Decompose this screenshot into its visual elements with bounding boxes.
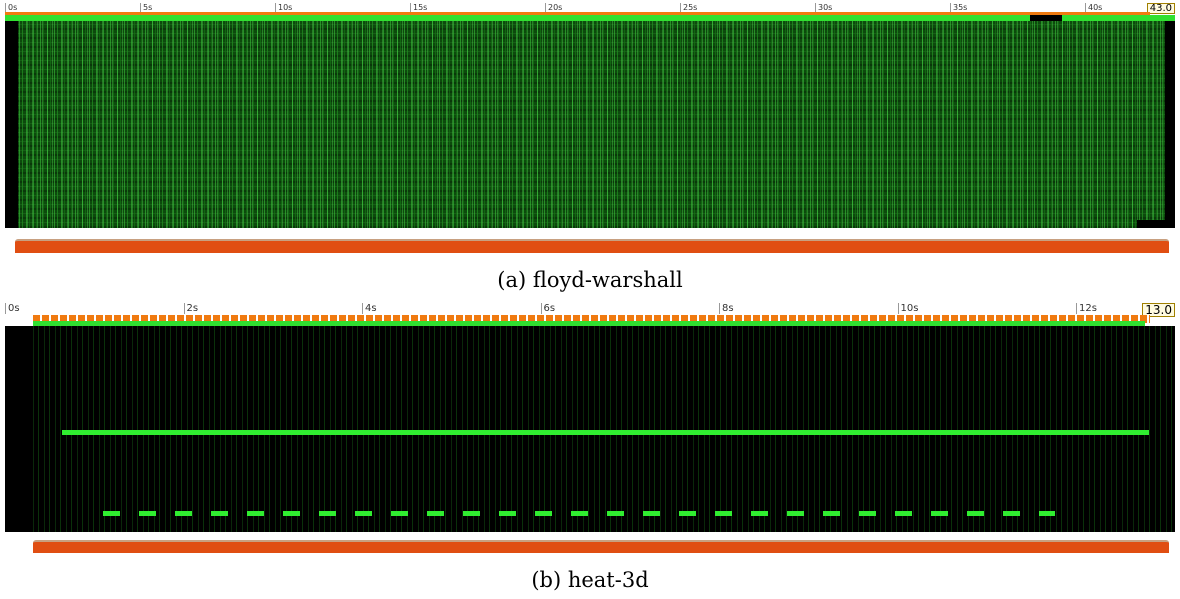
left-margin	[5, 21, 18, 228]
heatmap	[5, 15, 1175, 228]
trace-panel: 43.0 0s 5s 10s 15s 20s 25s 30s 35s 40s	[5, 3, 1175, 253]
time-tick-label: 10s	[275, 3, 292, 12]
caption: (b) heat-3d	[531, 568, 649, 592]
time-tick-label: 5s	[140, 3, 152, 12]
time-tick-label: 2s	[183, 303, 198, 314]
time-tick-label: 6s	[540, 303, 555, 314]
timeline-bar	[5, 12, 1150, 15]
time-tick-label: 8s	[719, 303, 734, 314]
time-tick-label: 10s	[897, 303, 918, 314]
summary-bar	[5, 15, 1175, 21]
time-tick-label: 35s	[950, 3, 967, 12]
utilization-area	[33, 540, 1169, 553]
time-ruler: 13.0 0s 2s 4s 6s 8s 10s 12s	[5, 303, 1175, 317]
time-tick-label: 20s	[545, 3, 562, 12]
time-tick-label: 0s	[5, 3, 17, 12]
summary-bar	[33, 321, 1145, 326]
timeline-bar	[33, 315, 1150, 323]
end-time-label: 13.0	[1142, 303, 1175, 317]
time-ruler: 43.0 0s 5s 10s 15s 20s 25s 30s 35s 40s	[5, 3, 1175, 14]
time-tick-label: 4s	[362, 303, 377, 314]
utilization-area	[15, 239, 1169, 253]
time-tick-label: 15s	[410, 3, 427, 12]
left-margin	[5, 326, 33, 532]
caption: (a) floyd-warshall	[497, 268, 683, 292]
trace-panel: 13.0 0s 2s 4s 6s 8s 10s 12s	[5, 303, 1175, 553]
active-thread-line	[62, 430, 1149, 435]
time-tick-label: 40s	[1085, 3, 1102, 12]
time-tick-label: 12s	[1076, 303, 1097, 314]
right-margin	[1165, 21, 1175, 228]
time-tick-label: 0s	[5, 303, 20, 314]
periodic-thread-line	[103, 511, 1055, 516]
end-time-label: 43.0	[1146, 3, 1175, 14]
gap	[1137, 220, 1165, 228]
time-tick-label: 25s	[680, 3, 697, 12]
heatmap	[5, 326, 1175, 532]
time-tick-label: 30s	[815, 3, 832, 12]
gap	[1030, 15, 1062, 21]
